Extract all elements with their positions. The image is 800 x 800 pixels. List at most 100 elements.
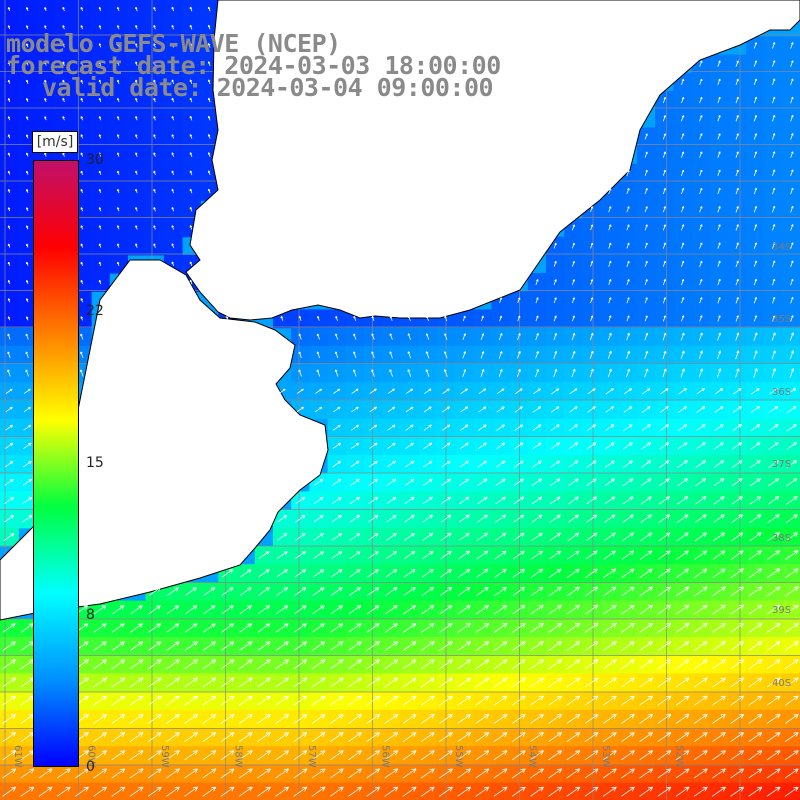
longitude-labels: 61W 60W 59W 58W 57W 56W 55W 54W 53W 52W (12, 745, 685, 768)
wind-arrow (717, 78, 721, 86)
wind-cell (345, 418, 365, 438)
wind-arrow (350, 478, 360, 486)
wind-cell (364, 473, 383, 492)
wind-arrow (80, 6, 83, 12)
wind-cell (345, 473, 365, 492)
wind-arrow (296, 406, 304, 413)
wind-arrow (202, 713, 217, 724)
wind-arrow (712, 786, 726, 797)
wind-cell (527, 564, 547, 583)
wind-arrow (2, 732, 17, 743)
wind-arrow (495, 478, 506, 486)
wind-arrow (590, 224, 594, 231)
wind-cell (382, 673, 401, 693)
wind-arrow (639, 786, 654, 797)
wind-cell (491, 546, 511, 565)
wind-cell (145, 673, 165, 693)
wind-arrow (712, 713, 726, 724)
wind-arrow (753, 315, 757, 322)
wind-cell (527, 728, 547, 747)
wind-arrow (80, 61, 83, 66)
wind-arrow (494, 568, 507, 578)
wind-cell (746, 473, 765, 492)
wind-arrow (75, 768, 89, 779)
wind-arrow (389, 315, 393, 322)
wind-cell (273, 673, 292, 693)
wind-cell (418, 546, 438, 565)
wind-cell (527, 400, 547, 420)
wind-arrow (385, 605, 398, 615)
wind-cell (582, 600, 602, 620)
wind-cell (673, 546, 693, 565)
wind-cell (655, 400, 674, 420)
wind-arrow (626, 315, 630, 322)
wind-arrow (202, 768, 217, 779)
wind-arrow (166, 786, 180, 797)
wind-arrow (608, 297, 612, 304)
wind-arrow (166, 641, 180, 651)
wind-cell (145, 618, 165, 638)
wind-cell (455, 491, 474, 511)
wind-cell (546, 655, 565, 674)
wind-arrow (766, 568, 781, 579)
wind-arrow (662, 169, 666, 176)
wind-cell (728, 673, 747, 693)
wind-arrow (426, 315, 429, 322)
wind-cell (746, 655, 765, 674)
wind-arrow (785, 496, 798, 505)
wind-arrow (712, 659, 726, 670)
wind-arrow (730, 713, 745, 724)
wind-arrow (184, 786, 199, 797)
wind-arrow (639, 641, 654, 652)
wind-arrow (548, 695, 563, 706)
wind-arrow (278, 388, 286, 394)
wind-arrow (421, 623, 435, 633)
wind-arrow (422, 532, 434, 541)
wind-arrow (514, 406, 523, 413)
wind-cell (527, 509, 547, 529)
wind-arrow (353, 333, 357, 340)
wind-arrow (171, 116, 174, 121)
wind-arrow (750, 388, 760, 395)
wind-arrow (714, 388, 724, 395)
wind-cell (200, 673, 219, 693)
wind-arrow (730, 641, 745, 652)
wind-arrow (80, 79, 83, 84)
wind-arrow (171, 6, 174, 12)
wind-cell (400, 436, 420, 456)
wind-arrow (605, 406, 615, 413)
wind-arrow (699, 96, 703, 104)
wind-arrow (513, 532, 525, 542)
wind-arrow (369, 388, 377, 394)
wind-cell (746, 691, 765, 711)
wind-arrow (644, 133, 648, 140)
wind-cell (691, 382, 711, 401)
wind-arrow (662, 315, 666, 322)
wind-arrow (23, 388, 31, 394)
wind-cell (691, 582, 711, 602)
wind-arrow (207, 61, 211, 66)
wind-cell (473, 764, 492, 784)
wind-cell (91, 655, 110, 674)
colorbar-unit: [m/s] (32, 131, 78, 153)
wind-cell (18, 509, 37, 529)
wind-arrow (553, 279, 557, 285)
wind-arrow (621, 622, 635, 633)
wind-arrow (93, 659, 108, 670)
wind-arrow (348, 713, 362, 724)
wind-cell (327, 527, 347, 547)
wind-cell (728, 728, 747, 747)
wind-arrow (171, 97, 174, 103)
wind-arrow (403, 587, 416, 596)
lat-label: 35S (772, 314, 791, 325)
wind-cell (546, 673, 565, 693)
wind-arrow (602, 768, 617, 779)
wind-cell (637, 455, 656, 474)
wind-cell (382, 618, 401, 638)
wind-arrow (753, 350, 758, 360)
wind-cell (509, 582, 529, 602)
wind-cell (200, 691, 219, 711)
wind-arrow (439, 641, 453, 652)
wind-cell (273, 764, 292, 784)
wind-arrow (694, 550, 708, 560)
